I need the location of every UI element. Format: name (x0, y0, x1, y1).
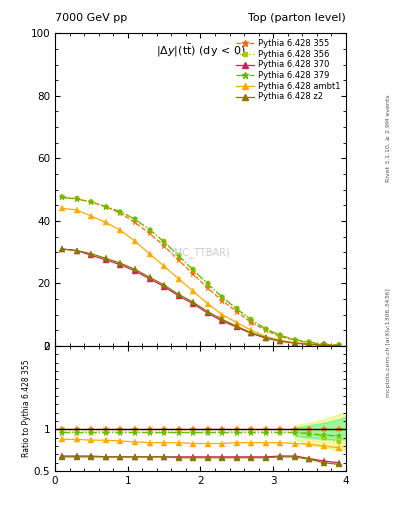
Text: Top (parton level): Top (parton level) (248, 13, 346, 23)
Y-axis label: Ratio to Pythia 6.428 355: Ratio to Pythia 6.428 355 (22, 360, 31, 457)
Text: mcplots.cern.ch [arXiv:1306.3436]: mcplots.cern.ch [arXiv:1306.3436] (386, 289, 391, 397)
Legend: Pythia 6.428 355, Pythia 6.428 356, Pythia 6.428 370, Pythia 6.428 379, Pythia 6: Pythia 6.428 355, Pythia 6.428 356, Pyth… (234, 37, 342, 103)
Text: 7000 GeV pp: 7000 GeV pp (55, 13, 127, 23)
Text: (MC_TTBAR): (MC_TTBAR) (171, 247, 230, 258)
Text: Rivet 3.1.10, ≥ 2.9M events: Rivet 3.1.10, ≥ 2.9M events (386, 94, 391, 182)
Text: $|\Delta y|(\mathrm{t\bar{t}})$ (dy < 0): $|\Delta y|(\mathrm{t\bar{t}})$ (dy < 0) (156, 42, 245, 59)
